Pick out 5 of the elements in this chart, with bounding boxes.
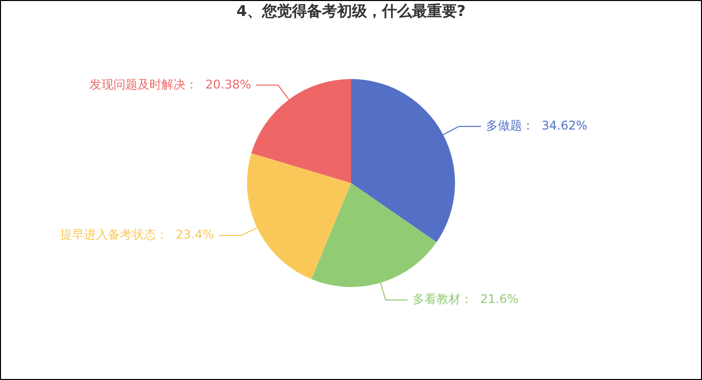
slice-label: 提早进入备考状态： 23.4% — [60, 228, 214, 242]
chart-title: 4、您觉得备考初级，什么最重要? — [236, 2, 466, 20]
slice-label: 发现问题及时解决： 20.38% — [90, 77, 252, 92]
slice-label: 多看教材： 21.6% — [412, 292, 518, 306]
slice-label: 多做题： 34.62% — [486, 118, 588, 132]
